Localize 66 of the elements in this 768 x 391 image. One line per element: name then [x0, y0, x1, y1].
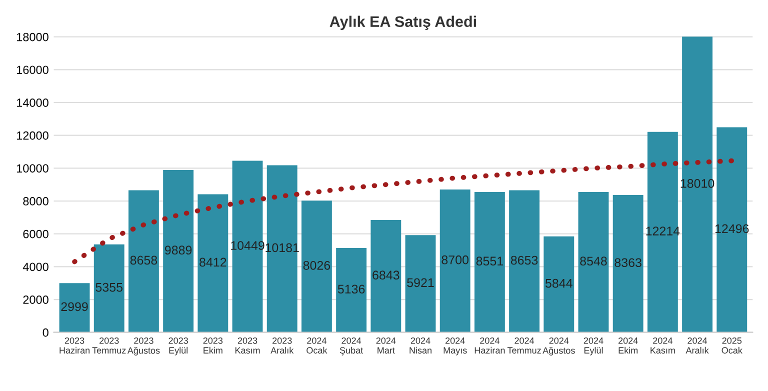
data-label: 5136 — [338, 284, 365, 294]
bar — [94, 244, 124, 332]
data-label: 5844 — [545, 278, 572, 288]
x-tick-label: 2023 Aralık — [270, 337, 294, 354]
x-tick-label: 2023 Temmuz — [92, 337, 126, 354]
x-tick-label: 2023 Ekim — [203, 337, 223, 354]
data-label: 8363 — [614, 258, 642, 268]
y-tick-label: 0 — [42, 328, 48, 337]
x-tick-label: 2024 Ağustos — [542, 337, 575, 356]
bar — [128, 190, 159, 332]
x-tick-label: 2024 Eylül — [584, 337, 604, 356]
data-label: 5355 — [96, 282, 122, 292]
y-tick-label: 12000 — [16, 131, 48, 140]
data-label: 8653 — [510, 256, 538, 265]
bar — [474, 192, 505, 332]
bar — [440, 190, 470, 332]
data-label: 6843 — [372, 270, 400, 280]
x-tick-label: 2024 Şubat — [340, 337, 364, 356]
bar — [647, 132, 678, 332]
x-tick-label: 2025 Ocak — [722, 337, 742, 354]
x-tick-label: 2024 Haziran — [474, 337, 505, 354]
bar — [232, 160, 263, 332]
bar — [336, 248, 367, 332]
bar — [682, 36, 713, 332]
bar — [163, 170, 194, 332]
y-tick-label: 8000 — [23, 197, 48, 206]
data-label: 5921 — [407, 278, 434, 288]
data-label: 8548 — [580, 256, 607, 266]
data-label: 8412 — [200, 258, 226, 267]
bar — [301, 200, 332, 332]
bar — [612, 195, 644, 332]
data-label: 8658 — [130, 256, 158, 265]
x-tick-label: 2024 Mayıs — [444, 337, 467, 356]
bar — [716, 127, 748, 332]
y-tick-label: 6000 — [23, 230, 48, 238]
x-tick-label: 2024 Kasım — [650, 337, 675, 354]
y-tick-label: 10000 — [16, 164, 48, 173]
x-tick-label: 2023 Kasım — [235, 337, 260, 354]
data-label: 8700 — [442, 255, 469, 264]
x-tick-label: 2023 Haziran — [60, 337, 90, 354]
x-tick-label: 2024 Mart — [376, 337, 396, 354]
bar — [544, 236, 574, 332]
bar — [578, 192, 609, 332]
bar — [370, 220, 402, 332]
x-tick-label: 2024 Ocak — [306, 337, 328, 354]
data-label: 2999 — [61, 302, 88, 312]
data-label: 8026 — [303, 260, 330, 270]
x-tick-label: 2023 Ağustos — [127, 337, 160, 356]
bar — [198, 194, 228, 332]
y-tick-label: 2000 — [23, 296, 48, 304]
y-tick-label: 18000 — [16, 32, 48, 42]
y-tick-label: 14000 — [16, 98, 48, 107]
data-label: 8551 — [476, 256, 503, 266]
y-tick-label: 16000 — [16, 66, 48, 74]
bar — [509, 190, 540, 332]
bar — [405, 235, 436, 332]
bar — [59, 283, 90, 332]
x-tick-label: 2023 Eylül — [168, 337, 188, 356]
chart-title: Aylık EA Satış Adedi — [330, 16, 476, 30]
x-tick-label: 2024 Nisan — [410, 337, 432, 354]
y-tick-label: 4000 — [22, 262, 48, 272]
x-tick-label: 2024 Aralık — [686, 337, 709, 354]
data-label: 9889 — [164, 246, 192, 255]
x-tick-label: 2024 Ekim — [618, 337, 638, 354]
bar — [266, 165, 298, 332]
x-tick-label: 2024 Temmuz — [507, 337, 541, 354]
